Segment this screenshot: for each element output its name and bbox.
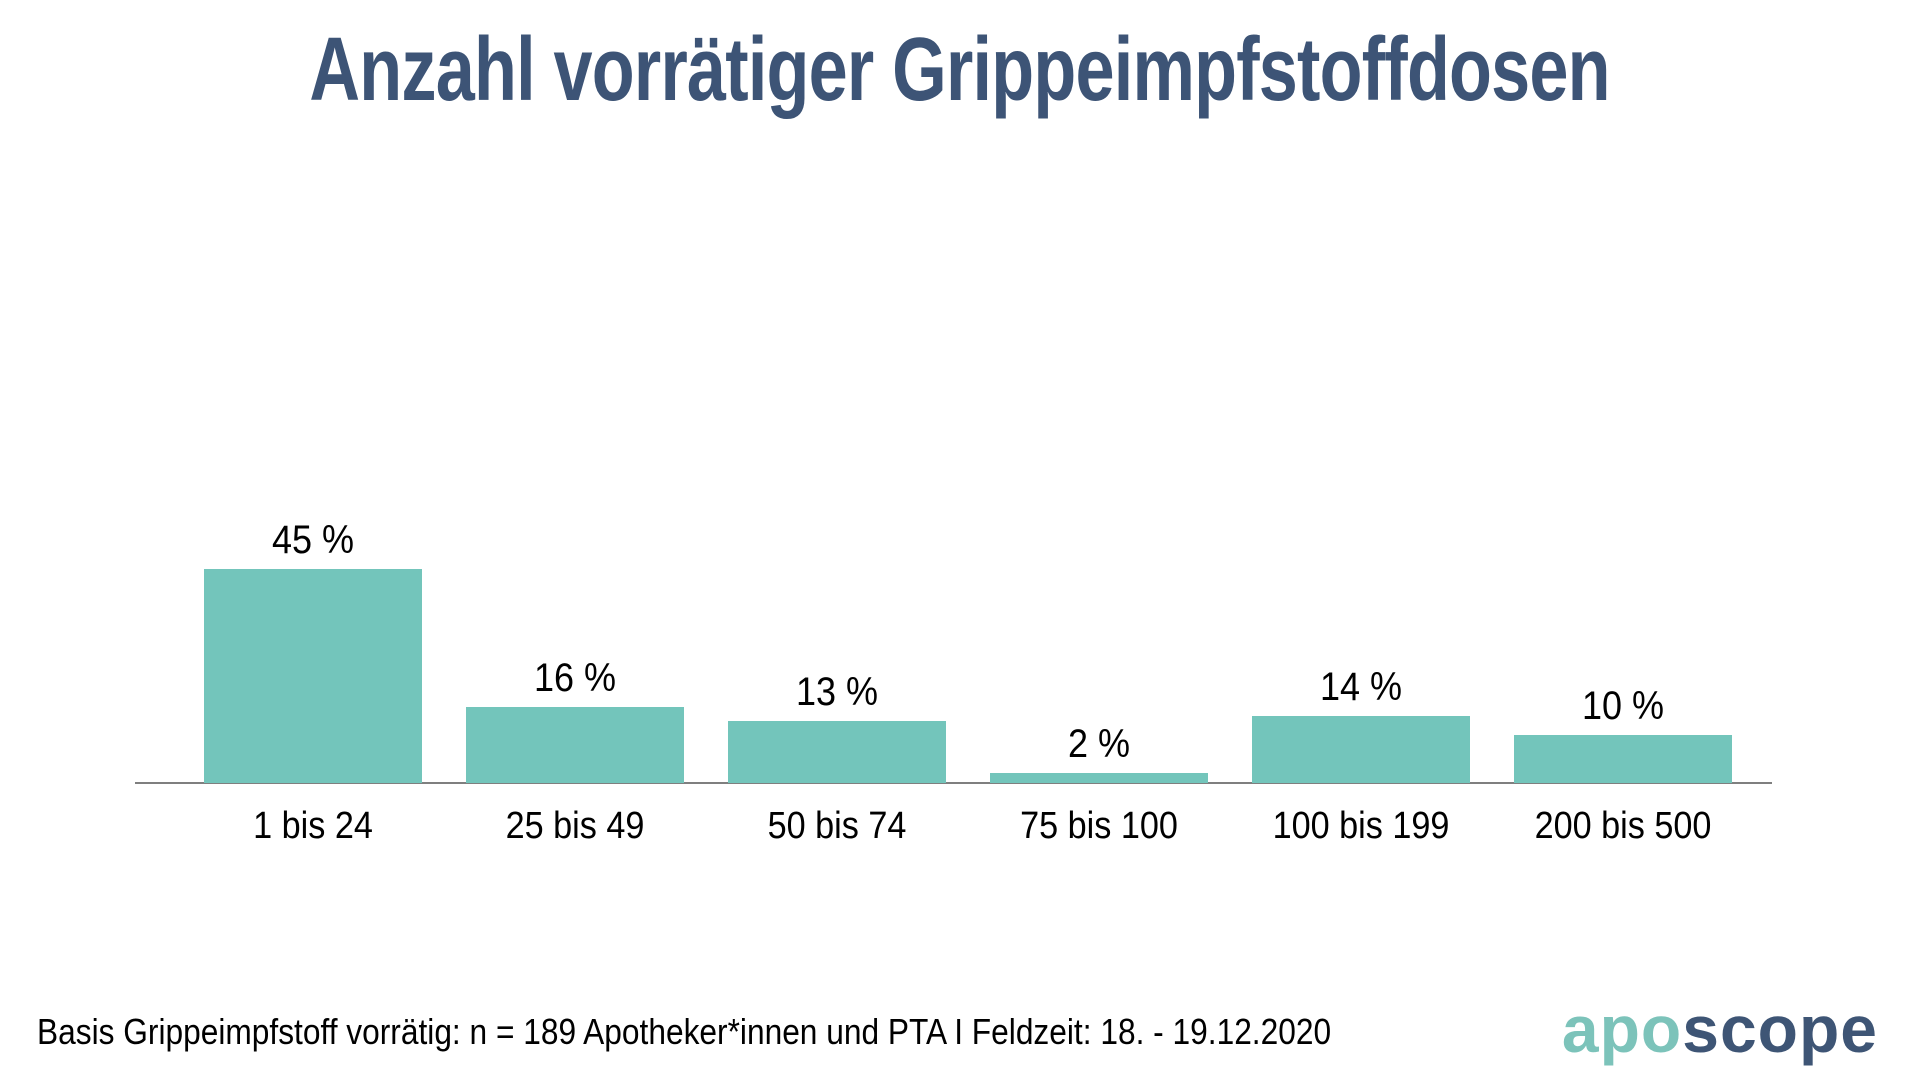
bar [204, 568, 422, 783]
x-axis-tick-label: 100 bis 199 [1272, 805, 1450, 847]
bar [466, 706, 684, 783]
bar-group: 2 % 75 bis 100 [990, 0, 1208, 845]
x-axis-line [135, 782, 1772, 784]
chart-title: Anzahl vorrätiger Grippeimpfstoffdosen [0, 24, 1920, 116]
bar-value-label: 14 % [1319, 665, 1403, 710]
bar-value-label: 13 % [795, 670, 879, 715]
logo-scope-text: scope [1682, 992, 1878, 1066]
bar-series: 45 % 1 bis 24 16 % 25 bis 49 13 % 50 bis 74 2 … [204, 0, 1732, 845]
bar-value-label: 10 % [1581, 684, 1665, 729]
bar-value-label: 2 % [1067, 722, 1131, 767]
bar [728, 721, 946, 783]
bar [1514, 735, 1732, 783]
bar-group: 10 % 200 bis 500 [1514, 0, 1732, 845]
bar-value-label: 16 % [533, 655, 617, 700]
x-axis-tick-label: 50 bis 74 [767, 805, 907, 847]
x-axis-tick-label: 200 bis 500 [1534, 805, 1712, 847]
bar-group: 13 % 50 bis 74 [728, 0, 946, 845]
bar [990, 773, 1208, 783]
bar-value-label: 45 % [271, 517, 355, 562]
bar-group: 14 % 100 bis 199 [1252, 0, 1470, 845]
aposcope-logo: aposcope [1562, 996, 1878, 1062]
chart-title-text: Anzahl vorrätiger Grippeimpfstoffdosen [309, 20, 1611, 120]
x-axis-tick-label: 25 bis 49 [505, 805, 645, 847]
logo-apo-text: apo [1561, 992, 1683, 1066]
bar-group: 45 % 1 bis 24 [204, 0, 422, 845]
bar-group: 16 % 25 bis 49 [466, 0, 684, 845]
x-axis-tick-label: 1 bis 24 [253, 805, 373, 847]
x-axis-tick-label: 75 bis 100 [1020, 805, 1178, 847]
bar [1252, 716, 1470, 783]
basis-note: Basis Grippeimpfstoff vorrätig: n = 189 … [37, 1011, 1332, 1052]
